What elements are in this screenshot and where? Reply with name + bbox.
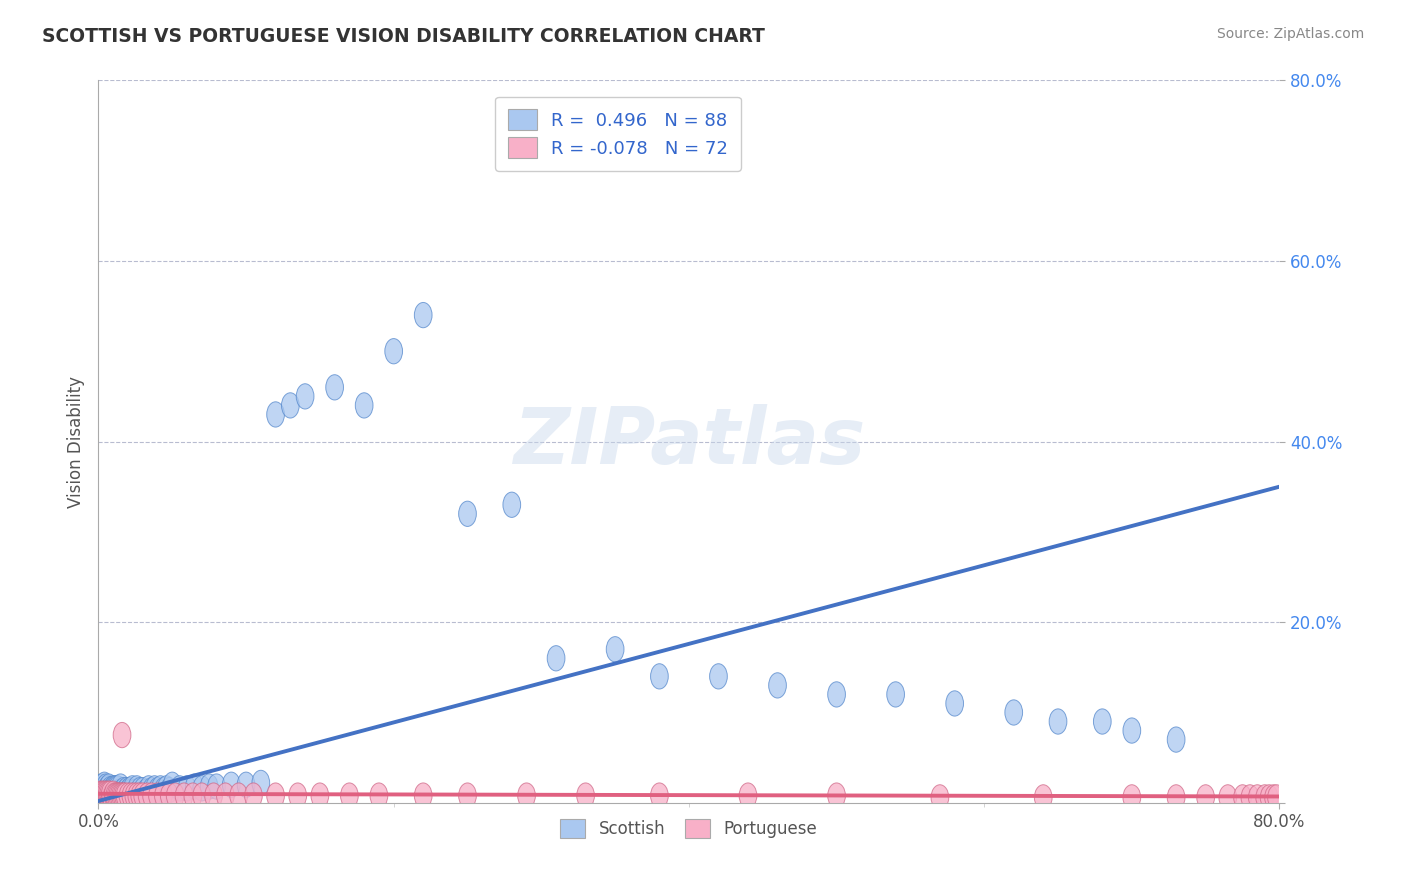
Y-axis label: Vision Disability: Vision Disability xyxy=(66,376,84,508)
Legend: Scottish, Portuguese: Scottish, Portuguese xyxy=(554,813,824,845)
Text: Source: ZipAtlas.com: Source: ZipAtlas.com xyxy=(1216,27,1364,41)
Text: ZIPatlas: ZIPatlas xyxy=(513,403,865,480)
Text: SCOTTISH VS PORTUGUESE VISION DISABILITY CORRELATION CHART: SCOTTISH VS PORTUGUESE VISION DISABILITY… xyxy=(42,27,765,45)
